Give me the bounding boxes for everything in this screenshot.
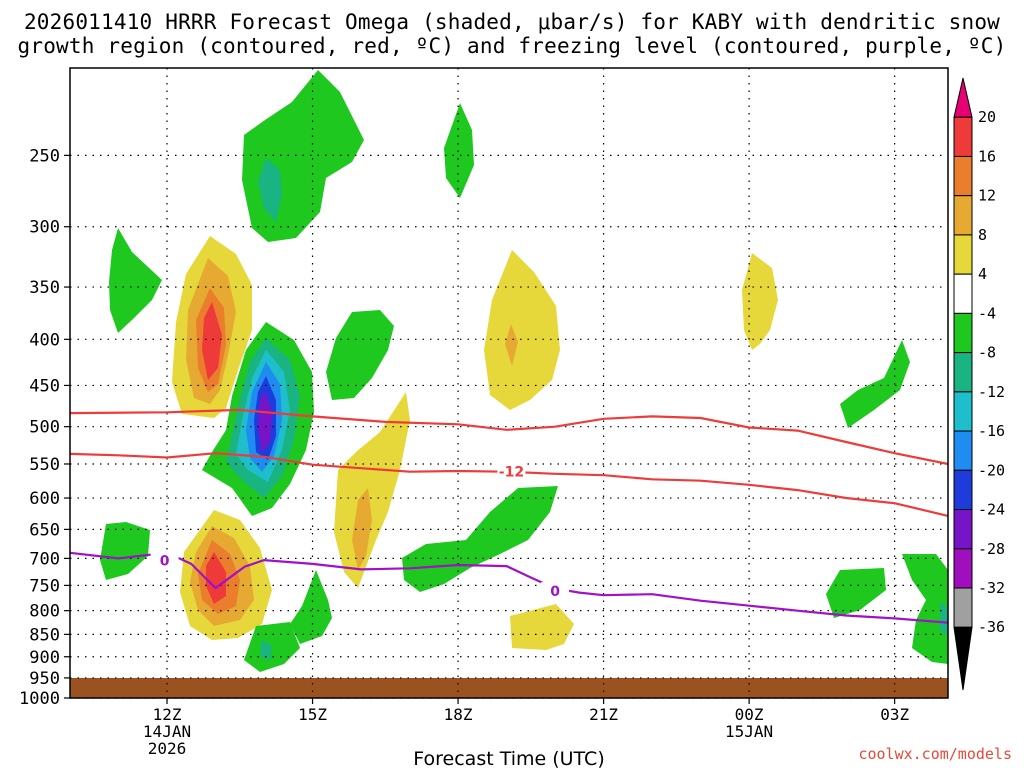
- x-tick-date-label: 15JAN: [725, 722, 773, 741]
- omega-blob-red: [202, 302, 222, 380]
- omega-blob-purple: [258, 390, 272, 452]
- y-tick-label: 500: [29, 418, 60, 438]
- x-tick-label: 18Z: [444, 705, 473, 724]
- plot-frame: [69, 67, 949, 699]
- contour-lines: -12 0 0: [69, 408, 949, 624]
- contour-line: [69, 551, 949, 624]
- colorbar-label: -20: [978, 461, 1005, 479]
- contour-label: 0: [550, 584, 560, 600]
- y-tick-label: 950: [29, 669, 60, 689]
- omega-blob-green: [840, 340, 910, 428]
- omega-blob-green: [826, 568, 886, 618]
- colorbar-bottom-arrow: [953, 626, 973, 691]
- y-tick-label: 400: [29, 330, 60, 350]
- colorbar-swatch: [953, 469, 973, 511]
- omega-blob-yellow: [742, 253, 778, 350]
- omega-blob-gold: [505, 324, 518, 366]
- colorbar-swatch: [953, 312, 973, 354]
- y-tick-label: 750: [29, 576, 60, 596]
- colorbar-label: -4: [978, 304, 996, 322]
- omega-shading-layer: [100, 70, 948, 672]
- y-tick-label: 550: [29, 455, 60, 475]
- dotted-gridlines: [70, 68, 948, 699]
- omega-blob-red: [206, 552, 226, 604]
- omega-blob-yellow: [510, 604, 574, 650]
- colorbar-label: -36: [978, 618, 1005, 636]
- contour-label-bg: [541, 582, 570, 599]
- colorbar-swatch: [953, 273, 973, 314]
- ground-strip: [70, 678, 948, 698]
- colorbar-label: -16: [978, 422, 1005, 440]
- omega-blob-green: [902, 554, 948, 664]
- y-tick-label: 800: [29, 602, 60, 622]
- colorbar-label: -12: [978, 383, 1005, 401]
- contour-label-bg: [150, 551, 179, 568]
- colorbar-label: -24: [978, 501, 1005, 519]
- y-tick-label: 250: [29, 146, 60, 166]
- omega-blob-teal: [940, 602, 948, 636]
- x-tick-label: 21Z: [589, 705, 618, 724]
- omega-blob-green: [444, 103, 474, 198]
- colorbar-label: 16: [978, 147, 996, 165]
- x-tick-label: 03Z: [880, 705, 909, 724]
- y-tick-label: 850: [29, 625, 60, 645]
- x-tick-label: 12Z: [153, 705, 182, 724]
- colorbar-label: -28: [978, 540, 1005, 558]
- colorbar-swatch: [953, 195, 973, 236]
- chart-title-line-2: growth region (contoured, red, ºC) and f…: [17, 34, 1007, 58]
- omega-blob-teal: [260, 640, 272, 660]
- omega-colorbar: 20 16 12 8 4 -4 -8 -12 -16 -20 -24 -28 -32 -36: [953, 77, 1005, 691]
- y-tick-label: 700: [29, 549, 60, 569]
- colorbar-label: -32: [978, 579, 1005, 597]
- omega-blob-gold: [352, 488, 372, 570]
- contour-label: -12: [499, 465, 524, 481]
- omega-blob-teal: [258, 158, 282, 222]
- contour-label-bg: [497, 462, 526, 479]
- x-axis-label: Forecast Time (UTC): [413, 748, 604, 768]
- omega-blob-green: [326, 310, 394, 400]
- colorbar-swatch: [953, 509, 973, 550]
- colorbar-label: -8: [978, 344, 996, 362]
- omega-blob-green: [290, 570, 332, 644]
- omega-blob-green: [109, 228, 162, 333]
- colorbar-swatch: [953, 548, 973, 589]
- y-tick-label: 300: [29, 218, 60, 238]
- omega-blob-yellow: [484, 250, 560, 410]
- x-tick-label: 15Z: [298, 705, 327, 724]
- y-tick-label: 650: [29, 520, 60, 540]
- colorbar-swatch: [953, 391, 973, 432]
- colorbar-swatch: [953, 352, 973, 393]
- x-tick-year-label: 2026: [148, 739, 187, 758]
- contour-line: [69, 408, 949, 466]
- omega-blob-green: [242, 70, 364, 242]
- colorbar-label: 8: [978, 226, 987, 244]
- y-tick-label: 900: [29, 648, 60, 668]
- colorbar-top-arrow: [953, 77, 973, 118]
- y-tick-label: 1000: [19, 689, 60, 709]
- colorbar-label: 4: [978, 265, 987, 283]
- colorbar-label: 12: [978, 187, 996, 205]
- colorbar-swatch: [953, 155, 973, 197]
- omega-blob-green: [402, 486, 558, 592]
- colorbar-swatch: [953, 587, 973, 628]
- y-tick-label: 350: [29, 278, 60, 298]
- x-tick-label: 00Z: [735, 705, 764, 724]
- colorbar-swatch: [953, 116, 973, 157]
- credit-text: coolwx.com/models: [858, 745, 1012, 763]
- colorbar-swatch: [953, 430, 973, 471]
- contour-label: 0: [160, 554, 170, 570]
- colorbar-swatch: [953, 234, 973, 275]
- x-tick-date-label: 14JAN: [143, 722, 191, 741]
- y-tick-label: 600: [29, 489, 60, 509]
- chart-title-line-1: 2026011410 HRRR Forecast Omega (shaded, …: [23, 10, 1001, 34]
- omega-blob-green: [100, 522, 150, 580]
- axes: 250 300 350 400 450 500 550 600 650 700 750 800 850 9…: [19, 146, 909, 758]
- colorbar-label: 20: [978, 108, 996, 126]
- y-tick-label: 450: [29, 376, 60, 396]
